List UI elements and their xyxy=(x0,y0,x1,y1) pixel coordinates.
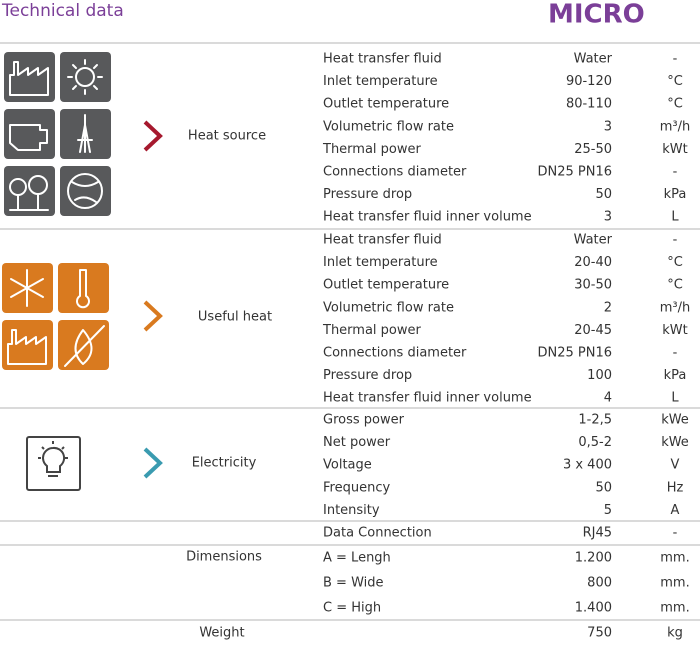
section-label: Electricity xyxy=(192,456,257,471)
unit: A xyxy=(671,503,680,518)
value: 50 xyxy=(595,187,612,202)
electricity-icon xyxy=(26,436,81,491)
value: 4 xyxy=(604,391,612,406)
unit: Hz xyxy=(667,480,684,495)
unit: mm. xyxy=(660,601,689,616)
parameter: Heat transfer fluid xyxy=(323,52,442,67)
value: 3 xyxy=(604,119,612,134)
parameter: Frequency xyxy=(323,480,390,495)
unit: - xyxy=(673,233,678,248)
unit: mm. xyxy=(660,551,689,566)
parameter: B = Wide xyxy=(323,576,384,591)
value: 800 xyxy=(587,576,612,591)
unit: kWe xyxy=(661,435,689,450)
model: MICRO xyxy=(548,0,645,30)
value: 3 x 400 xyxy=(563,458,612,473)
chevron xyxy=(143,120,163,152)
unit: L xyxy=(671,210,679,225)
unit: - xyxy=(673,526,678,541)
value: RJ45 xyxy=(583,526,612,541)
value: Water xyxy=(574,52,613,67)
unit: kWt xyxy=(662,142,687,157)
value: 0,5-2 xyxy=(578,435,612,450)
value: 1-2,5 xyxy=(578,413,612,428)
unit: °C xyxy=(667,74,683,89)
unit: °C xyxy=(667,255,683,270)
parameter: Volumetric flow rate xyxy=(323,119,454,134)
unit: kPa xyxy=(664,368,687,383)
separators xyxy=(0,42,700,621)
parameter: Thermal power xyxy=(322,323,422,338)
unit: °C xyxy=(667,97,683,112)
chevron xyxy=(143,300,163,332)
unit: kWe xyxy=(661,413,689,428)
value: 1.400 xyxy=(575,601,612,616)
unit: - xyxy=(673,346,678,361)
value: 25-50 xyxy=(574,142,612,157)
value: 90-120 xyxy=(566,74,612,89)
title: Technical data xyxy=(1,1,124,21)
unit: - xyxy=(673,165,678,180)
parameter: Connections diameter xyxy=(323,346,467,361)
parameter: Pressure drop xyxy=(323,187,412,202)
unit: kWt xyxy=(662,323,687,338)
value: 20-40 xyxy=(574,255,612,270)
parameter: Outlet temperature xyxy=(323,97,449,112)
parameter: Data Connection xyxy=(323,526,432,541)
value: 750 xyxy=(587,626,612,641)
unit: kPa xyxy=(664,187,687,202)
section-label: Weight xyxy=(199,626,244,641)
value: 20-45 xyxy=(574,323,612,338)
section-label: Useful heat xyxy=(198,310,272,325)
unit: m³/h xyxy=(660,119,691,134)
parameter: Heat transfer fluid inner volume xyxy=(323,391,532,406)
parameter: Thermal power xyxy=(322,142,422,157)
section-label: Heat source xyxy=(188,129,266,144)
parameter: Outlet temperature xyxy=(323,278,449,293)
unit: L xyxy=(671,391,679,406)
unit: °C xyxy=(667,278,683,293)
parameter: Heat transfer fluid xyxy=(323,233,442,248)
section-label: Dimensions xyxy=(186,550,262,565)
value: 2 xyxy=(604,300,612,315)
value: Water xyxy=(574,233,613,248)
parameter: A = Lengh xyxy=(323,551,391,566)
parameter: Net power xyxy=(323,435,391,450)
unit: kg xyxy=(667,626,683,641)
parameter: Connections diameter xyxy=(323,165,467,180)
value: 50 xyxy=(595,480,612,495)
parameter: Heat transfer fluid inner volume xyxy=(323,210,532,225)
value: 5 xyxy=(604,503,612,518)
unit: mm. xyxy=(660,576,689,591)
value: 1.200 xyxy=(575,551,612,566)
parameter: C = High xyxy=(323,601,381,616)
parameter: Gross power xyxy=(323,413,405,428)
useful-heat-icons xyxy=(2,263,109,370)
value: 30-50 xyxy=(574,278,612,293)
parameter: Inlet temperature xyxy=(323,74,438,89)
parameter: Inlet temperature xyxy=(323,255,438,270)
parameter: Volumetric flow rate xyxy=(323,300,454,315)
value: DN25 PN16 xyxy=(537,165,612,180)
parameter: Intensity xyxy=(323,503,380,518)
parameter: Voltage xyxy=(323,458,372,473)
chevron xyxy=(143,447,163,479)
value: DN25 PN16 xyxy=(537,346,612,361)
unit: V xyxy=(671,458,680,473)
value: 3 xyxy=(604,210,612,225)
parameter: Pressure drop xyxy=(323,368,412,383)
unit: m³/h xyxy=(660,300,691,315)
value: 80-110 xyxy=(566,97,612,112)
heat-source-icons xyxy=(4,52,111,216)
value: 100 xyxy=(587,368,612,383)
unit: - xyxy=(673,52,678,67)
